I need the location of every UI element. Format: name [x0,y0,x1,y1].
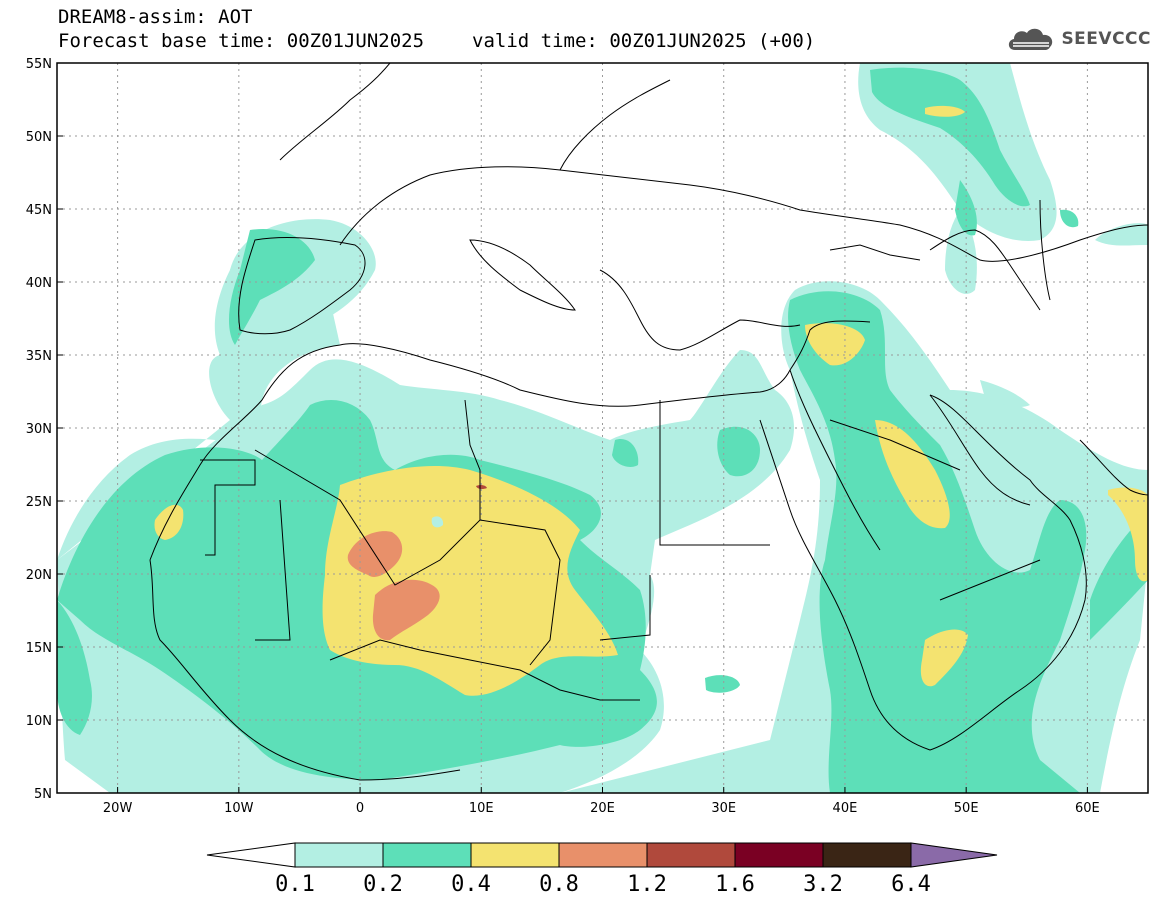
lat-tick-label: 35N [26,349,52,364]
colorbar-box [734,842,824,868]
colorbar-level-label: 1.6 [715,872,755,897]
time-line: Forecast base time: 00Z01JUN2025 valid ti… [58,30,815,52]
lon-tick-label: 10W [224,801,254,816]
colorbar-overflow-triangle [910,842,998,868]
yemen-border [939,559,1041,601]
west-africa-coast [149,559,461,781]
colorbar-level-label: 1.2 [627,872,667,897]
colorbar-underflow-triangle [206,842,296,868]
lat-tick-label: 45N [26,203,52,218]
colorbar-level-label: 0.1 [275,872,315,897]
italy [469,239,576,311]
colorbar-box [558,842,648,868]
base-time-label: Forecast base time: 00Z01JUN2025 [58,30,425,52]
aot-field [57,63,1148,793]
chad-border [599,575,651,641]
france-uk [279,63,391,161]
colorbar-box [294,842,384,868]
red-sea-arabia [759,394,1087,751]
colorbar-level-label: 3.2 [803,872,843,897]
lat-tick-label: 25N [26,495,52,510]
lon-tick-label: 10E [469,801,494,816]
turkey-border [829,244,921,261]
coastlines-borders [149,63,1148,781]
persian-gulf [929,394,1031,506]
seevccc-logo: SEEVCCC [1005,24,1151,54]
lat-tick-label: 5N [34,787,52,802]
europe-south-coast [339,166,1148,262]
north-africa-coast [149,320,871,561]
colorbar-level-label: 0.8 [539,872,579,897]
baltic [559,79,671,171]
lon-tick-label: 30E [711,801,736,816]
latitude-ticks: 55N 50N 45N 40N 35N 30N 25N 20N 15N 10N 5N [26,57,63,802]
balkans-anatolia [599,269,801,351]
lon-tick-label: 60E [1075,801,1100,816]
longitude-ticks: 20W 10W 0 10E 20E 30E 40E 50E 60E [103,787,1100,816]
model-title: DREAM8-assim: AOT [58,6,253,28]
lat-tick-label: 10N [26,714,52,729]
colorbar-box [470,842,560,868]
lon-tick-label: 40E [833,801,858,816]
nigeria-border [329,639,640,701]
lat-tick-label: 50N [26,130,52,145]
colorbar-box [822,842,912,868]
lat-tick-label: 15N [26,641,52,656]
gridlines [57,63,1148,793]
lon-tick-label: 20W [103,801,133,816]
caspian-east [1039,199,1051,301]
cloud-icon [1009,28,1053,50]
colorbar: 0.1 0.2 0.4 0.8 1.2 1.6 3.2 6.4 [206,842,998,897]
mauritania-border [255,499,291,641]
western-sahara-border [200,459,256,556]
iberia [238,237,366,335]
colorbar-box [646,842,736,868]
lat-tick-label: 55N [26,57,52,72]
colorbar-box [382,842,472,868]
red-sea-west [789,369,881,551]
libya-algeria-border [464,399,481,520]
lon-tick-label: 50E [954,801,979,816]
egypt-border [659,400,770,546]
saudi-border [829,419,961,471]
lon-tick-label: 20E [590,801,615,816]
colorbar-level-label: 0.4 [451,872,491,897]
valid-time-label: valid time: 00Z01JUN2025 (+00) [472,30,816,52]
lat-tick-label: 20N [26,568,52,583]
logo-text: SEEVCCC [1061,29,1151,49]
colorbar-level-label: 0.2 [363,872,403,897]
caspian-west [929,229,1041,311]
colorbar-level-label: 6.4 [891,872,931,897]
lon-tick-label: 0 [356,801,364,816]
lat-tick-label: 40N [26,276,52,291]
aot-level-0.4 [154,105,1148,696]
iran-coast [1079,439,1148,496]
lat-tick-label: 30N [26,422,52,437]
